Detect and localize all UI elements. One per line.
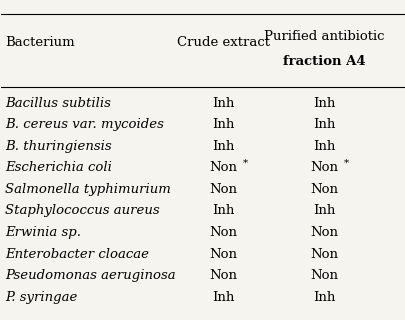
Text: fraction A4: fraction A4 [282, 55, 364, 68]
Text: Non: Non [209, 161, 237, 174]
Text: *: * [242, 159, 247, 168]
Text: Non: Non [209, 269, 237, 282]
Text: Inh: Inh [312, 97, 335, 109]
Text: Non: Non [309, 226, 337, 239]
Text: Erwinia sp.: Erwinia sp. [5, 226, 81, 239]
Text: Non: Non [209, 226, 237, 239]
Text: Inh: Inh [211, 140, 234, 153]
Text: *: * [343, 159, 348, 168]
Text: Non: Non [209, 183, 237, 196]
Text: Crude extract: Crude extract [176, 36, 269, 49]
Text: Inh: Inh [211, 291, 234, 304]
Text: Inh: Inh [211, 97, 234, 109]
Text: Inh: Inh [312, 118, 335, 131]
Text: Non: Non [309, 161, 337, 174]
Text: Bacillus subtilis: Bacillus subtilis [5, 97, 111, 109]
Text: Purified antibiotic: Purified antibiotic [263, 30, 383, 43]
Text: Inh: Inh [312, 140, 335, 153]
Text: Pseudomonas aeruginosa: Pseudomonas aeruginosa [5, 269, 176, 282]
Text: Escherichia coli: Escherichia coli [5, 161, 112, 174]
Text: P. syringae: P. syringae [5, 291, 78, 304]
Text: Inh: Inh [211, 118, 234, 131]
Text: Inh: Inh [312, 204, 335, 217]
Text: Salmonella typhimurium: Salmonella typhimurium [5, 183, 171, 196]
Text: Staphylococcus aureus: Staphylococcus aureus [5, 204, 160, 217]
Text: B. thuringiensis: B. thuringiensis [5, 140, 112, 153]
Text: Non: Non [309, 269, 337, 282]
Text: Enterobacter cloacae: Enterobacter cloacae [5, 248, 149, 260]
Text: Bacterium: Bacterium [5, 36, 75, 49]
Text: Non: Non [309, 248, 337, 260]
Text: Inh: Inh [312, 291, 335, 304]
Text: Non: Non [309, 183, 337, 196]
Text: Non: Non [209, 248, 237, 260]
Text: B. cereus var. mycoides: B. cereus var. mycoides [5, 118, 164, 131]
Text: Inh: Inh [211, 204, 234, 217]
